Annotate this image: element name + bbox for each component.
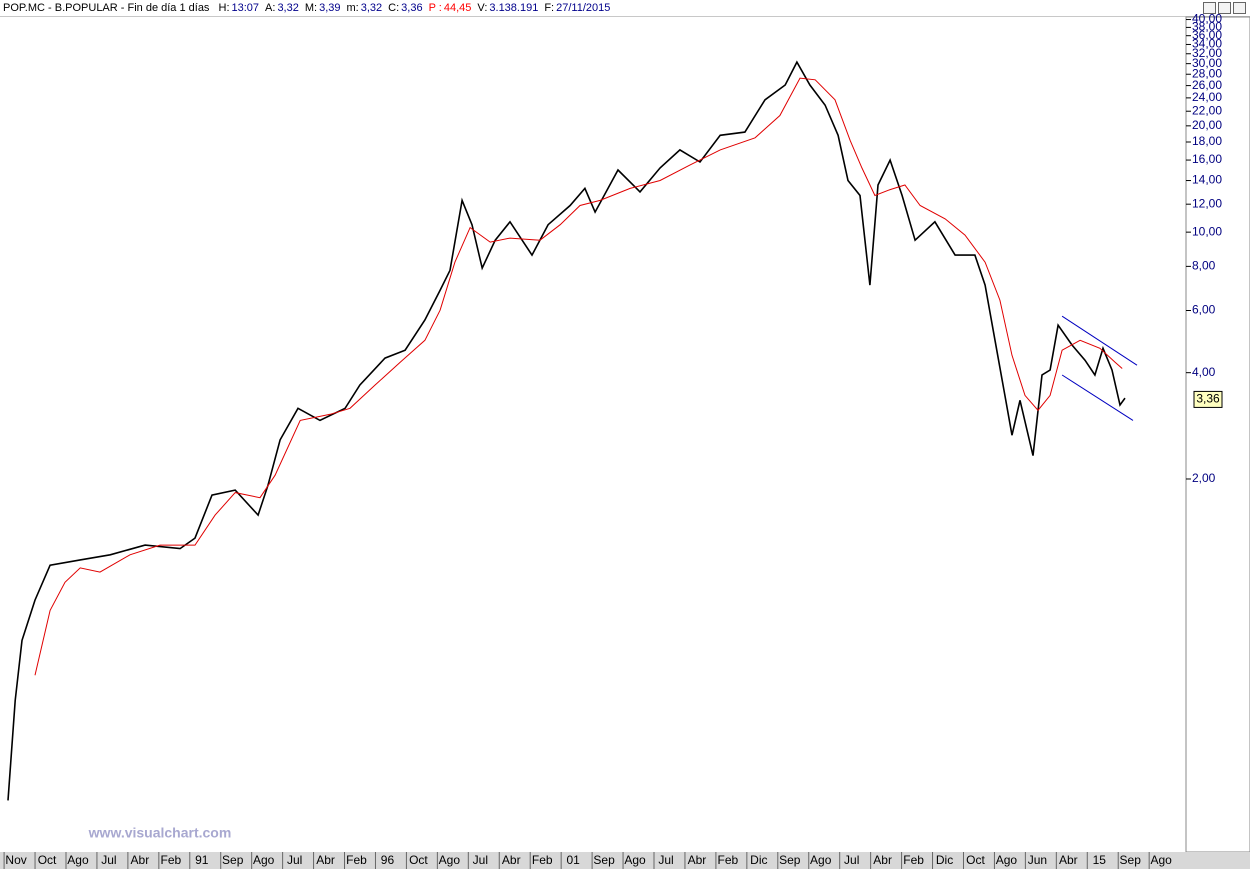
y-tick-label: 8,00 xyxy=(1192,259,1216,273)
maximize-button[interactable] xyxy=(1218,2,1231,14)
x-tick-label: Oct xyxy=(38,853,57,867)
x-tick-label: Abr xyxy=(873,853,892,867)
x-tick-label: Abr xyxy=(688,853,707,867)
x-tick-label: Jul xyxy=(844,853,859,867)
series-line xyxy=(1061,315,1138,366)
y-tick-label: 10,00 xyxy=(1192,224,1222,238)
y-tick-label: 38,00 xyxy=(1192,20,1222,34)
x-tick-label: Jun xyxy=(1028,853,1047,867)
x-tick-label: Jul xyxy=(101,853,116,867)
field-value: 3.138.191 xyxy=(489,2,539,14)
y-tick-label: 32,00 xyxy=(1192,46,1222,60)
y-tick-label: 22,00 xyxy=(1192,103,1222,117)
x-tick-label: Ago xyxy=(996,853,1018,867)
x-tick-label: Ago xyxy=(810,853,832,867)
x-tick-label: Dic xyxy=(750,853,767,867)
close-button[interactable] xyxy=(1233,2,1246,14)
x-tick-label: Abr xyxy=(316,853,335,867)
x-tick-label: 01 xyxy=(566,853,580,867)
x-tick-label: Sep xyxy=(593,853,615,867)
x-tick-label: Feb xyxy=(532,853,553,867)
x-tick-label: Oct xyxy=(966,853,985,867)
x-tick-label: Abr xyxy=(1059,853,1078,867)
header-bar: POP.MC - B.POPULAR - Fin de día 1 días H… xyxy=(0,0,1250,17)
y-tick-label: 2,00 xyxy=(1192,471,1216,485)
x-tick-label: Feb xyxy=(160,853,181,867)
field-label: A: xyxy=(265,2,276,14)
x-tick-label: Dic xyxy=(936,853,953,867)
x-tick-label: Ago xyxy=(624,853,646,867)
y-tick-label: 6,00 xyxy=(1192,303,1216,317)
x-tick-label: Jul xyxy=(658,853,673,867)
y-tick-label: 28,00 xyxy=(1192,66,1222,80)
price-label: 3,36 xyxy=(1196,392,1220,406)
minimize-button[interactable] xyxy=(1203,2,1216,14)
x-tick-label: Jul xyxy=(287,853,302,867)
header-fields: H: 13:07 A: 3,32 M: 3,39 m: 3,32 C: 3,36 P :44,45 V… xyxy=(215,2,613,14)
y-tick-label: 12,00 xyxy=(1192,196,1222,210)
x-tick-label: Abr xyxy=(131,853,150,867)
y-tick-label: 4,00 xyxy=(1192,365,1216,379)
x-tick-label: Oct xyxy=(409,853,428,867)
series-line xyxy=(7,60,1126,801)
field-value: 27/11/2015 xyxy=(556,2,611,14)
x-tick-label: Feb xyxy=(346,853,367,867)
y-tick-label: 18,00 xyxy=(1192,134,1222,148)
field-label: F: xyxy=(544,2,555,14)
x-tick-label: Feb xyxy=(903,853,924,867)
field-label: C: xyxy=(388,2,400,14)
y-tick-label: 24,00 xyxy=(1192,90,1222,104)
y-tick-label: 26,00 xyxy=(1192,78,1222,92)
y-tick-label: 14,00 xyxy=(1192,173,1222,187)
x-tick-label: Nov xyxy=(5,853,26,867)
series-line xyxy=(1061,374,1134,421)
y-tick-label: 34,00 xyxy=(1192,37,1222,51)
field-value: 13:07 xyxy=(231,2,260,14)
field-value: 3,32 xyxy=(277,2,299,14)
y-tick-label: 40,00 xyxy=(1192,12,1222,26)
x-tick-label: 96 xyxy=(381,853,395,867)
field-label: V: xyxy=(477,2,488,14)
y-tick-label: 16,00 xyxy=(1192,152,1222,166)
watermark: www.visualchart.com xyxy=(88,825,232,841)
x-tick-label: Sep xyxy=(222,853,244,867)
field-label: P : xyxy=(428,2,442,14)
x-tick-label: 91 xyxy=(195,853,209,867)
window-controls xyxy=(1201,2,1246,19)
field-value: 3,39 xyxy=(319,2,341,14)
x-tick-label: 15 xyxy=(1093,853,1107,867)
y-tick-label: 36,00 xyxy=(1192,28,1222,42)
field-value: 3,36 xyxy=(401,2,423,14)
field-value: 44,45 xyxy=(443,2,472,14)
x-tick-label: Ago xyxy=(253,853,275,867)
x-tick-label: Ago xyxy=(67,853,89,867)
y-tick-label: 30,00 xyxy=(1192,56,1222,70)
x-tick-label: Feb xyxy=(718,853,739,867)
x-tick-label: Sep xyxy=(779,853,801,867)
series-line xyxy=(34,77,1123,676)
x-tick-label: Ago xyxy=(1150,853,1172,867)
x-axis-panel xyxy=(0,852,1250,869)
x-tick-label: Jul xyxy=(473,853,488,867)
field-value: 3,32 xyxy=(360,2,383,14)
field-label: m: xyxy=(346,2,359,14)
y-tick-label: 20,00 xyxy=(1192,118,1222,132)
x-tick-label: Ago xyxy=(439,853,461,867)
field-label: M: xyxy=(304,2,318,14)
price-box xyxy=(1193,390,1223,408)
x-tick-label: Abr xyxy=(502,853,521,867)
x-tick-label: Sep xyxy=(1120,853,1142,867)
field-label: H: xyxy=(218,2,230,14)
chart-title: POP.MC - B.POPULAR - Fin de día 1 días xyxy=(3,2,210,14)
